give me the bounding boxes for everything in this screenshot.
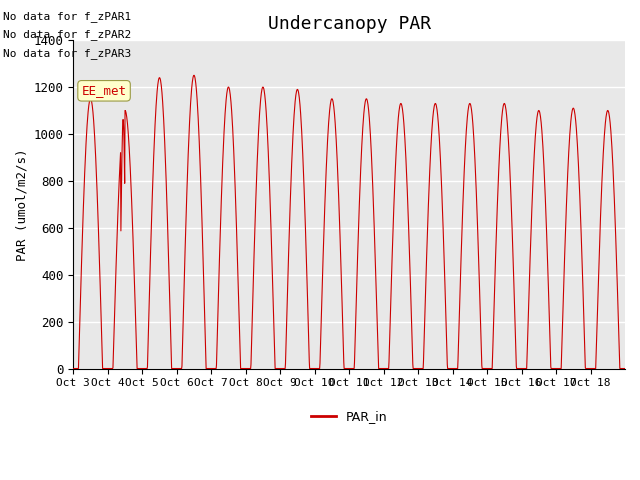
Text: No data for f_zPAR3: No data for f_zPAR3 <box>3 48 131 59</box>
Title: Undercanopy PAR: Undercanopy PAR <box>268 15 431 33</box>
Y-axis label: PAR (umol/m2/s): PAR (umol/m2/s) <box>15 148 28 261</box>
Text: EE_met: EE_met <box>81 84 127 97</box>
Text: No data for f_zPAR2: No data for f_zPAR2 <box>3 29 131 40</box>
Text: No data for f_zPAR1: No data for f_zPAR1 <box>3 11 131 22</box>
Legend: PAR_in: PAR_in <box>306 405 392 428</box>
